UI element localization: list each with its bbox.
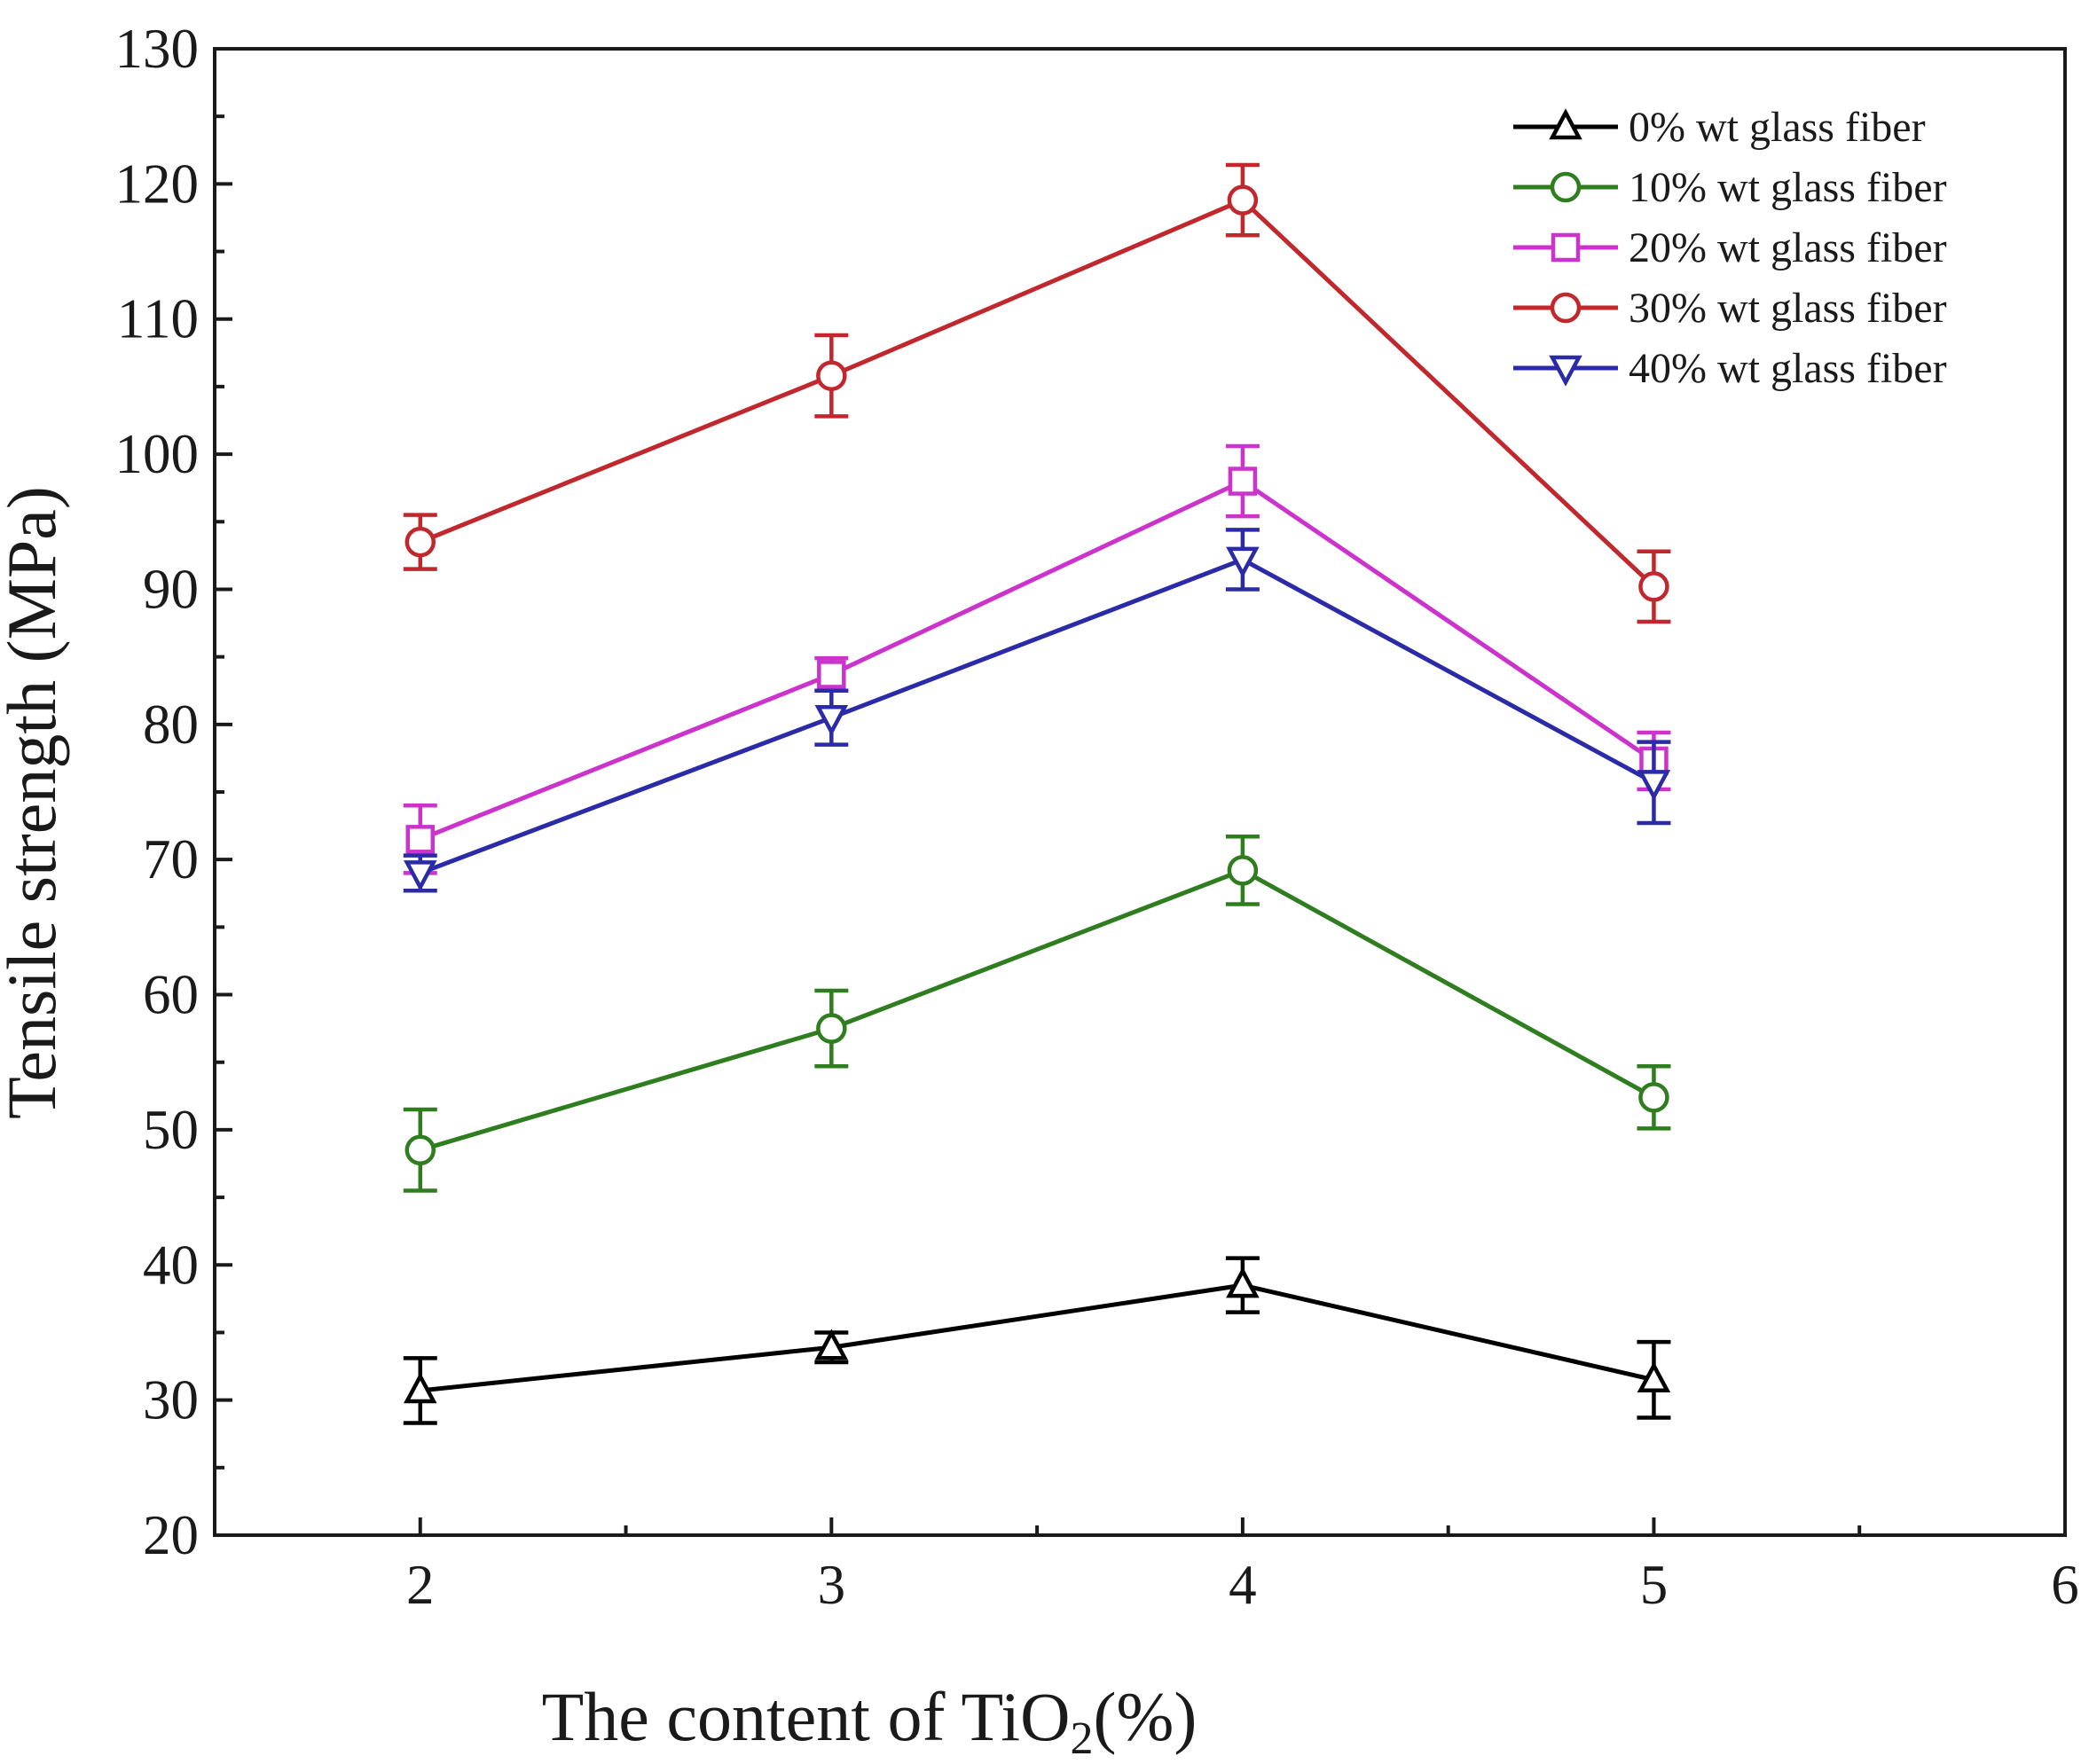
series-3 [403, 162, 1671, 624]
data-point [1226, 1266, 1260, 1298]
y-tick-label: 90 [143, 558, 199, 620]
data-point [816, 1013, 847, 1044]
y-tick-label: 100 [115, 423, 200, 485]
data-point [816, 360, 847, 391]
y-tick-label: 80 [143, 694, 199, 756]
y-tick-label: 130 [115, 18, 200, 80]
series-group [403, 162, 1671, 1425]
legend-marker [1550, 171, 1582, 203]
y-tick-label: 120 [115, 153, 200, 215]
x-tick-label: 4 [1229, 1554, 1257, 1616]
series-1 [403, 835, 1671, 1193]
x-tick-label: 2 [406, 1554, 435, 1616]
legend: 0% wt glass fiber 10% wt glass fiber 20% w… [1513, 104, 1947, 392]
legend-marker [1549, 355, 1582, 387]
legend-marker [1550, 292, 1582, 324]
plot-frame [213, 47, 2067, 1537]
series-line [419, 197, 1656, 589]
y-tick-label: 40 [143, 1234, 199, 1296]
data-point [404, 1134, 436, 1166]
axes: 20 30 40 50 60 70 80 90 100 110 120 130 2 3 4 5 6 [115, 18, 2079, 1616]
y-tick-label: 110 [117, 288, 199, 350]
y-tick-label: 30 [143, 1369, 199, 1431]
legend-item: 10% wt glass fiber [1513, 164, 1947, 211]
legend-label: 20% wt glass fiber [1629, 224, 1947, 271]
series-line [419, 557, 1655, 875]
data-point [1637, 1361, 1671, 1393]
y-tick-label: 20 [143, 1504, 199, 1566]
x-axis-title-subscript: 2 [1070, 1713, 1093, 1764]
data-point [814, 1329, 849, 1360]
data-point [1227, 184, 1259, 216]
data-point [404, 860, 437, 892]
y-axis-title: Tensile strength (MPa) [0, 486, 70, 1119]
legend-item: 20% wt glass fiber [1513, 224, 1947, 271]
data-point [405, 825, 436, 854]
series-0 [403, 1256, 1671, 1425]
legend-label: 30% wt glass fiber [1629, 285, 1947, 332]
legend-item: 40% wt glass fiber [1513, 345, 1947, 392]
data-point [1228, 466, 1258, 496]
data-point [404, 526, 436, 558]
legend-item: 0% wt glass fiber [1513, 104, 1926, 151]
series-line [420, 1282, 1655, 1393]
x-tick-label: 5 [1640, 1554, 1669, 1616]
data-point [1637, 770, 1671, 802]
legend-marker [1551, 232, 1581, 263]
series-4 [403, 528, 1671, 893]
y-tick-label: 60 [143, 964, 199, 1026]
legend-marker [1549, 108, 1582, 140]
data-point [1638, 1082, 1669, 1113]
y-tick-label: 70 [143, 828, 199, 890]
data-point [1638, 571, 1669, 602]
data-point [817, 660, 846, 689]
legend-item: 30% wt glass fiber [1513, 285, 1947, 332]
data-point [1227, 855, 1259, 886]
legend-label: 10% wt glass fiber [1629, 164, 1947, 211]
data-point [1226, 546, 1260, 578]
series-line [419, 478, 1655, 842]
data-point [404, 1372, 437, 1404]
x-axis-title: The content of TiO2(%) [542, 1678, 1198, 1764]
legend-label: 0% wt glass fiber [1629, 104, 1926, 151]
y-tick-label: 50 [143, 1099, 199, 1161]
series-line [420, 867, 1655, 1153]
x-tick-label: 6 [2051, 1554, 2079, 1616]
data-point [814, 704, 849, 736]
x-tick-label: 3 [818, 1554, 846, 1616]
legend-label: 40% wt glass fiber [1629, 345, 1947, 392]
